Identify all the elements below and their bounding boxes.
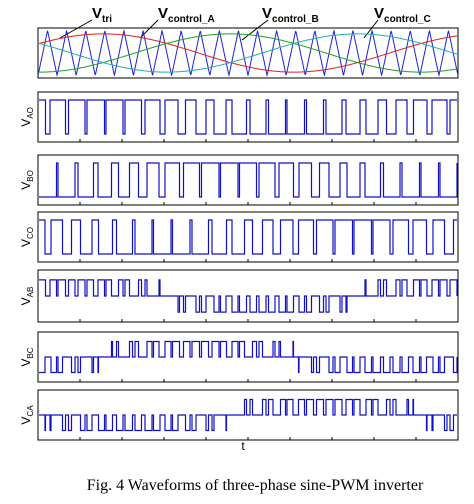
arrow [363, 19, 379, 39]
label-sub: AB [26, 287, 35, 298]
label-main: V [19, 119, 33, 127]
label-main: V [374, 5, 384, 22]
arrow [241, 19, 269, 41]
control-b-wave [38, 33, 459, 73]
panel-frame [37, 27, 459, 79]
label-sub: control_B [272, 14, 319, 25]
label-sub: control_C [384, 14, 431, 25]
pwm-wave [39, 279, 458, 313]
pwm-wave [39, 340, 458, 374]
carrier-wave [37, 28, 459, 78]
label-sub: control_A [168, 14, 215, 25]
label-sub: tri [102, 14, 112, 25]
label-sub: BO [26, 170, 35, 182]
label-vcontrol-c: Vcontrol_C [374, 5, 431, 25]
label-sub: BC [26, 347, 35, 358]
panel-label: VAB [19, 287, 35, 306]
pwm-wave [39, 162, 458, 198]
panel-label: VBO [19, 170, 35, 190]
label-main: V [262, 5, 272, 22]
label-main: V [158, 5, 168, 22]
control-c-wave [37, 33, 459, 73]
label-sub: CA [26, 405, 35, 417]
panel-label: VAO [19, 107, 35, 127]
top-labels: Vtri Vcontrol_A Vcontrol_B Vcontrol_C [92, 5, 431, 25]
label-vcontrol-a: Vcontrol_A [158, 5, 215, 25]
pwm-wave [39, 219, 457, 255]
label-sub: CO [26, 227, 35, 239]
label-main: V [19, 297, 33, 305]
pwm-wave [39, 99, 457, 135]
label-main: V [19, 359, 33, 367]
panel-label: VCA [19, 405, 35, 425]
label-main: V [19, 182, 33, 190]
control-a-wave [37, 33, 459, 73]
label-vtri: Vtri [92, 5, 112, 25]
panel-label: VCO [19, 227, 35, 247]
caption: Fig. 4 Waveforms of three-phase sine-PWM… [87, 477, 424, 494]
pwm-wave [39, 398, 457, 432]
x-axis-label: t [241, 439, 245, 453]
arrow [139, 19, 159, 39]
label-sub: AO [26, 107, 35, 119]
panel-label: VBC [19, 347, 35, 366]
label-main: V [19, 417, 33, 425]
label-main: V [92, 5, 102, 22]
label-main: V [19, 239, 33, 247]
label-vcontrol-b: Vcontrol_B [262, 5, 319, 25]
